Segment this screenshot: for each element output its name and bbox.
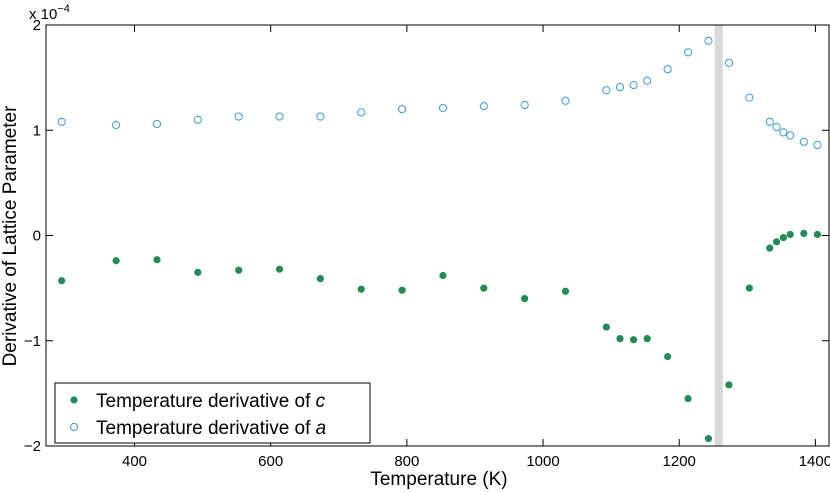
x-tick-label: 1000 [526,453,559,470]
data-point-c [725,381,733,389]
legend-marker-a [69,422,79,432]
data-point-a [193,115,202,124]
data-point-a [786,131,795,140]
data-point-a [704,36,713,45]
y-tick-label: 2 [33,17,41,34]
y-tick-label: 1 [33,122,41,139]
data-point-a [152,119,162,129]
data-point-a [397,105,407,114]
x-tick-label: 800 [394,453,419,470]
data-point-a [779,128,788,137]
data-point-a [745,93,754,102]
legend-entry-c: Temperature derivative of c [96,391,326,412]
data-point-c [561,287,570,295]
legend: Temperature derivative of c Temperature … [54,382,371,444]
data-point-c [704,435,713,443]
data-point-c [112,257,120,265]
data-point-c [521,295,529,303]
data-point-a [643,76,652,85]
y-axis-title: Derivative of Lattice Parameter [0,105,21,367]
x-tick-label: 600 [258,453,283,470]
data-point-c [153,256,161,264]
data-point-a [112,120,121,130]
y-axis-multiplier: x 10−4 [29,3,70,23]
data-point-c [194,268,202,276]
x-axis-title: Temperature (K) [370,469,507,490]
data-point-c [766,244,774,252]
y-multiplier-exponent: −4 [57,3,70,15]
data-point-c [629,336,638,344]
data-point-a [813,140,822,150]
data-point-a [683,48,693,57]
y-tick-label: −1 [24,333,41,350]
data-point-c [643,335,651,343]
x-tick-label: 1200 [663,453,696,470]
y-tick-label: 0 [33,228,41,245]
data-point-a [615,82,625,92]
data-point-a [799,137,808,146]
data-point-c [800,229,808,237]
data-point-c [664,352,672,361]
data-point-a [561,96,570,105]
data-point-c [480,284,488,292]
data-point-a [57,117,66,126]
data-series-layer [57,36,822,443]
data-point-c [58,277,66,285]
data-point-a [479,101,488,111]
data-point-a [629,80,638,90]
data-point-c [316,275,324,283]
y-tick-label: −2 [24,438,41,455]
data-point-c [275,265,284,273]
data-point-a [772,122,781,132]
legend-entry-a: Temperature derivative of a [96,418,326,439]
data-point-c [786,230,794,239]
data-point-c [439,271,447,280]
data-point-a [357,108,366,117]
series-a [57,36,822,150]
x-tick-label: 400 [122,453,147,470]
data-point-a [663,65,672,74]
data-point-c [398,286,406,294]
data-point-c [772,238,781,246]
data-point-c [684,395,692,403]
transition-band-layer [714,25,723,446]
y-multiplier-base: x 10 [29,6,57,23]
data-point-c [745,284,753,292]
legend-text-c: Temperature derivative of [96,391,316,412]
legend-text-a: Temperature derivative of [96,418,316,439]
transition-band [714,25,723,446]
data-point-c [235,266,243,274]
data-point-c [779,234,787,242]
data-point-a [724,58,734,67]
x-axis-ticks: 400 600 800 1000 1200 1400 [122,25,830,470]
data-point-a [234,112,243,121]
y-axis-ticks: −2 −1 0 1 2 [24,17,829,455]
legend-var-c: c [316,391,326,412]
data-point-a [765,117,774,126]
data-point-c [602,323,610,331]
data-point-c [357,285,365,293]
data-point-a [602,86,611,95]
data-point-a [520,100,529,110]
data-point-a [438,104,448,113]
data-point-a [275,112,284,121]
legend-var-a: a [316,418,327,439]
x-tick-label: 1400 [799,453,830,470]
data-point-c [813,230,822,239]
legend-marker-c [70,396,78,404]
legend-box [54,382,371,444]
series-c [58,229,822,443]
data-point-c [616,335,624,343]
data-point-a [316,112,325,121]
